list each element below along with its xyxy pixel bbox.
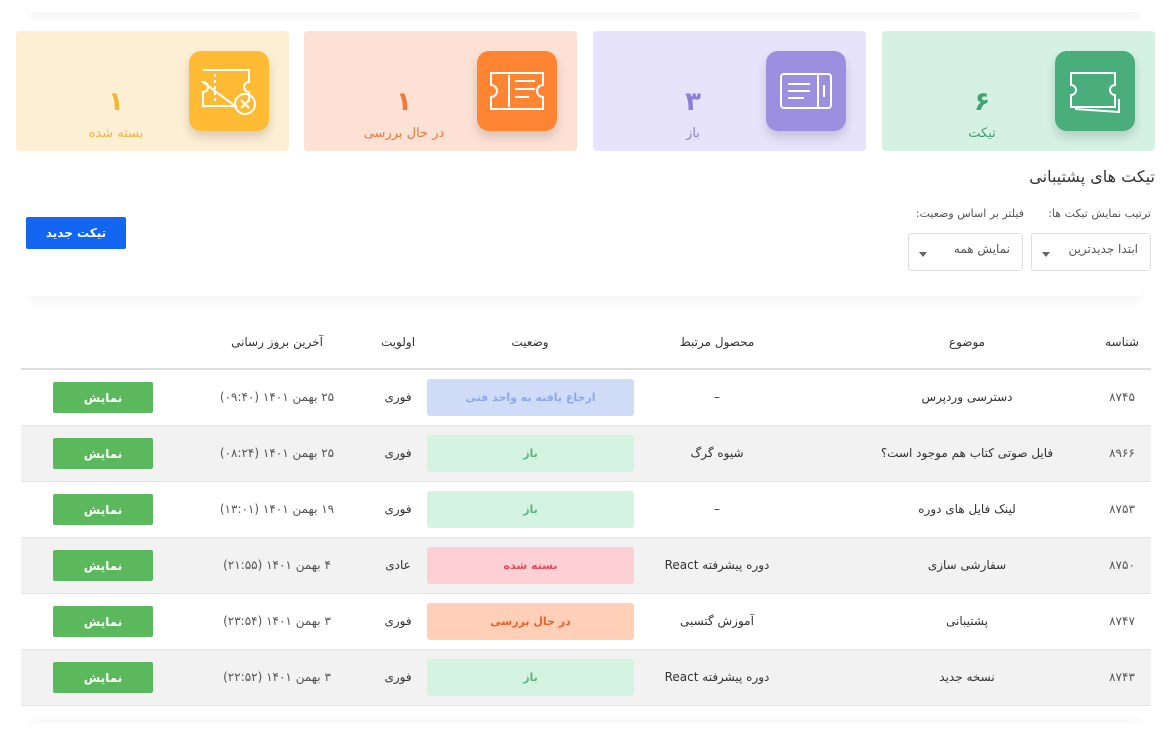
card-icon (189, 51, 269, 131)
card-count: ۱ (396, 87, 412, 117)
ticket-icon (199, 69, 256, 115)
card-closed: ۱ بسته شده (16, 31, 289, 151)
cell-id: ۸۷۴۷ (1109, 614, 1135, 628)
column-header: وضعیت (511, 335, 549, 349)
cell-updated: ۲۵ بهمن ۱۴۰۱ (۰۸:۲۴) (219, 446, 335, 460)
card-label: بسته شده (88, 126, 144, 141)
status-badge: باز (427, 435, 634, 472)
cell-updated: ۴ بهمن ۱۴۰۱ (۲۱:۵۵) (223, 558, 331, 572)
status-badge: ارجاع یافته به واحد فنی (427, 379, 634, 416)
card-count: ۱ (108, 87, 124, 117)
column-header: شناسه (1105, 335, 1139, 349)
card-tickets: ۶ تیکت (882, 31, 1155, 151)
view-button[interactable]: نمایش (53, 438, 153, 469)
status-badge: بسته شده (427, 547, 634, 584)
column-header: اولویت (380, 335, 416, 349)
ticket-icon (490, 72, 544, 110)
view-button[interactable]: نمایش (53, 550, 153, 581)
cell-product: دوره پیشرفته React (664, 558, 770, 572)
filter-select[interactable]: نمایش همه (908, 233, 1023, 271)
card-label: در حال بررسی (363, 126, 445, 141)
cell-product: دوره پیشرفته React (664, 670, 770, 684)
cell-priority: فوری (384, 390, 412, 404)
cell-subject: پشتیبانی (946, 614, 988, 628)
ticket-icon (780, 73, 832, 109)
cell-updated: ۳ بهمن ۱۴۰۱ (۲۲:۵۲) (223, 670, 331, 684)
cell-subject: لینک فایل های دوره (918, 502, 1016, 516)
view-button[interactable]: نمایش (53, 662, 153, 693)
cell-product: – (714, 390, 720, 404)
sort-select[interactable]: ابتدا جدیدترین (1031, 233, 1151, 271)
cell-updated: ۲۵ بهمن ۱۴۰۱ (۰۹:۴۰) (219, 390, 335, 404)
card-label: باز (686, 126, 700, 141)
ticket-icon (1070, 72, 1120, 113)
cell-id: ۸۷۵۳ (1109, 502, 1135, 516)
cell-id: ۸۷۴۳ (1109, 670, 1135, 684)
cell-subject: نسخه جدید (939, 670, 995, 684)
status-badge: باز (427, 491, 634, 528)
card-count: ۶ (974, 87, 990, 117)
column-header: محصول مرتبط (679, 335, 755, 349)
card-review: ۱ در حال بررسی (304, 31, 577, 151)
cell-priority: فوری (384, 614, 412, 628)
new-ticket-button[interactable]: تیکت جدید (26, 217, 126, 249)
card-icon (1055, 51, 1135, 131)
cell-subject: سفارشی سازی (927, 558, 1007, 572)
card-count: ۳ (685, 87, 701, 117)
status-badge: در حال بررسی (427, 603, 634, 640)
status-badge: باز (427, 659, 634, 696)
view-button[interactable]: نمایش (53, 606, 153, 637)
cell-priority: عادی (385, 558, 411, 572)
cell-id: ۸۷۴۵ (1109, 390, 1135, 404)
filter-label: فیلتر بر اساس وضعیت: (915, 207, 1024, 220)
cell-subject: دسترسی وردپرس (921, 390, 1013, 404)
header-rule (21, 368, 1151, 370)
top-strip (30, 2, 1140, 12)
cell-priority: فوری (384, 670, 412, 684)
view-button[interactable]: نمایش (53, 382, 153, 413)
card-icon (766, 51, 846, 131)
view-button[interactable]: نمایش (53, 494, 153, 525)
page-title: تیکت های پشتیبانی (1029, 167, 1155, 186)
column-header: آخرین بروز رسانی (231, 335, 323, 349)
cell-product: – (714, 502, 720, 516)
bottom-strip (30, 723, 1140, 733)
sort-label: ترتیب نمایش تیکت ها: (1048, 207, 1151, 220)
column-header: موضوع (948, 335, 986, 349)
cell-priority: فوری (384, 502, 412, 516)
cell-updated: ۱۹ بهمن ۱۴۰۱ (۱۳:۰۱) (219, 502, 335, 516)
card-open: ۳ باز (593, 31, 866, 151)
card-icon (477, 51, 557, 131)
cell-subject: فایل صوتی کتاب هم موجود است؟ (880, 446, 1054, 460)
cell-id: ۸۷۵۰ (1109, 558, 1135, 572)
section-strip (30, 286, 1140, 296)
cell-product: شیوه گرگ (690, 446, 744, 460)
cell-product: آموزش گتسبی (680, 614, 754, 628)
cell-priority: فوری (384, 446, 412, 460)
cell-updated: ۳ بهمن ۱۴۰۱ (۲۳:۵۴) (223, 614, 331, 628)
cell-id: ۸۹۶۶ (1109, 446, 1135, 460)
card-label: تیکت (968, 126, 996, 141)
